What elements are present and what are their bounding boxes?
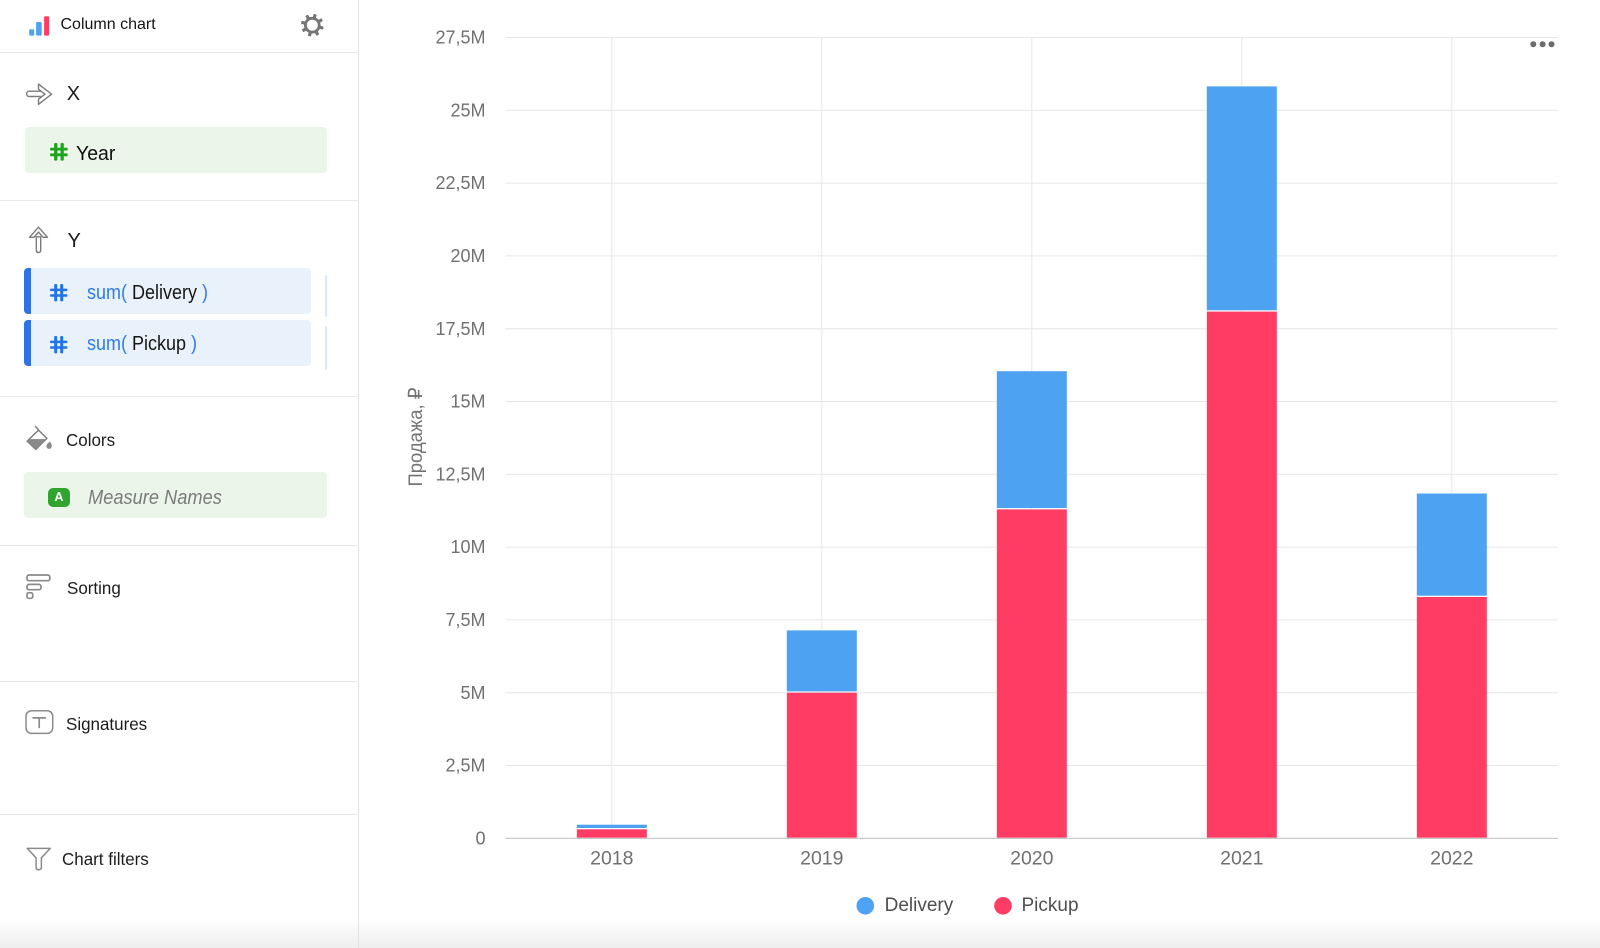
svg-text:17,5M: 17,5M [435, 319, 485, 339]
svg-text:20M: 20M [450, 246, 485, 266]
svg-text:5M: 5M [460, 683, 485, 703]
svg-text:Delivery: Delivery [885, 895, 954, 916]
svg-text:2,5M: 2,5M [445, 756, 485, 776]
svg-text:2020: 2020 [1010, 848, 1054, 870]
svg-text:Pickup: Pickup [1022, 895, 1079, 916]
svg-text:2019: 2019 [800, 848, 843, 870]
svg-text:15M: 15M [450, 392, 485, 412]
svg-text:27,5M: 27,5M [435, 28, 485, 48]
svg-text:12,5M: 12,5M [435, 464, 485, 484]
svg-text:2022: 2022 [1430, 848, 1473, 870]
svg-text:22,5M: 22,5M [435, 173, 485, 193]
svg-text:2021: 2021 [1220, 848, 1263, 870]
svg-text:10M: 10M [450, 537, 485, 557]
svg-text:25M: 25M [450, 100, 485, 120]
svg-text:0: 0 [475, 828, 485, 848]
svg-text:7,5M: 7,5M [445, 610, 485, 630]
svg-text:2018: 2018 [590, 848, 633, 870]
svg-text:Продажа, ₽: Продажа, ₽ [405, 387, 427, 487]
